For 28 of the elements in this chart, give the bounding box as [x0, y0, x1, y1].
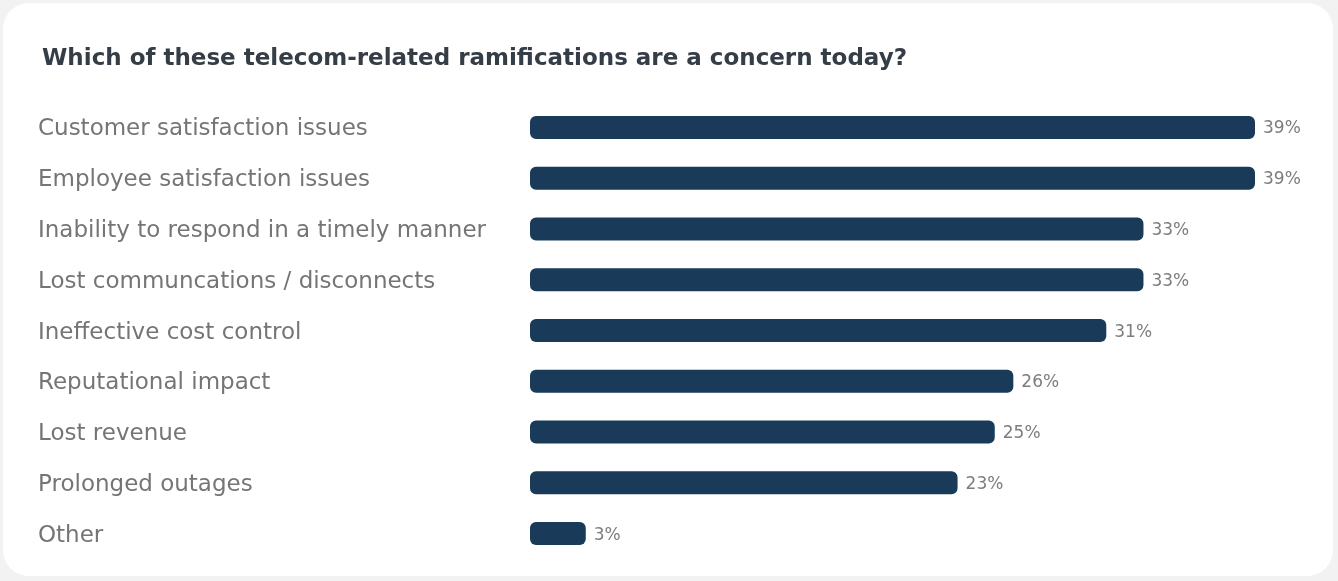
- y-tick-label: Ineffective cost control: [38, 317, 302, 344]
- y-tick-label: Other: [38, 520, 104, 547]
- data-label: 26%: [1021, 371, 1060, 392]
- y-tick-label: Reputational impact: [38, 368, 271, 395]
- bar: [530, 268, 1144, 292]
- y-tick-label: Customer satisfaction issues: [38, 114, 368, 141]
- bar: [530, 420, 995, 444]
- bar: [530, 471, 958, 495]
- y-tick-label: Lost communcations / disconnects: [38, 266, 436, 293]
- data-label: 31%: [1114, 320, 1153, 341]
- y-tick-label: Inability to respond in a timely manner: [38, 215, 487, 242]
- bar: [530, 217, 1144, 241]
- bar: [530, 369, 1014, 393]
- chart-title: Which of these telecom-related ramifications are a concern today?: [42, 43, 907, 70]
- bar: [530, 166, 1255, 190]
- data-label: 39%: [1263, 168, 1301, 189]
- y-tick-label: Employee satisfaction issues: [38, 165, 370, 192]
- data-label: 25%: [1002, 422, 1041, 443]
- y-tick-label: Prolonged outages: [38, 469, 253, 496]
- data-label: 33%: [1151, 218, 1190, 239]
- bar: [530, 115, 1255, 139]
- bar: [530, 522, 586, 546]
- data-label: 33%: [1151, 269, 1190, 290]
- bar: [530, 319, 1107, 342]
- data-label: 3%: [593, 523, 621, 544]
- y-tick-label: Lost revenue: [38, 419, 187, 446]
- data-label: 23%: [965, 472, 1004, 493]
- data-label: 39%: [1263, 117, 1301, 138]
